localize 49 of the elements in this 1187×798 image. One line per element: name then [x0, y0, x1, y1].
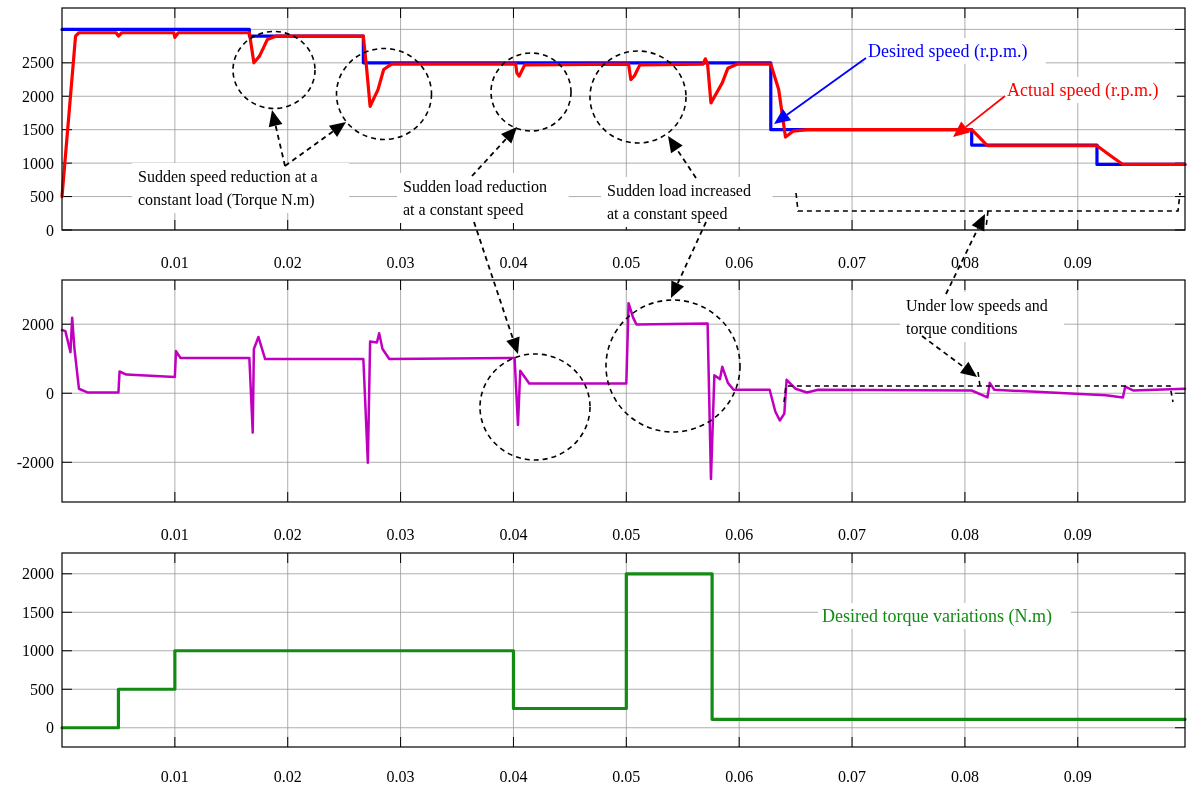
y-tick-label: 1500 [22, 603, 54, 621]
x-tick-label: 0.03 [386, 526, 415, 543]
y-tick-label: 500 [30, 188, 54, 206]
x-tick-label: 0.04 [499, 768, 528, 785]
y-tick-label: 2000 [22, 87, 54, 105]
y-tick-label: 1000 [22, 154, 54, 172]
x-tick-label: 0.05 [612, 768, 641, 785]
x-tick-label: 0.02 [273, 768, 302, 785]
x-tick-label: 0.07 [838, 526, 867, 543]
x-tick-label: 0.01 [160, 526, 189, 543]
y-tick-label: 1000 [22, 642, 54, 660]
x-tick-label: 0.07 [838, 768, 867, 785]
y-tick-label: 2500 [22, 54, 54, 72]
y-tick-label: -2000 [16, 453, 54, 471]
x-tick-label: 0.09 [1063, 254, 1092, 271]
x-tick-label: 0.09 [1063, 768, 1092, 785]
x-tick-label: 0.04 [499, 526, 528, 543]
x-tick-label: 0.03 [386, 254, 415, 271]
x-tick-label: 0.08 [950, 254, 979, 271]
y-tick-label: 0 [46, 384, 54, 402]
annotation: Sudden load reduction at a constant speed [403, 177, 547, 219]
annotation: Under low speeds and torque conditions [906, 296, 1048, 338]
x-tick-label: 0.09 [1063, 526, 1092, 543]
y-tick-label: 2000 [22, 315, 54, 333]
y-tick-label: 1500 [22, 121, 54, 139]
x-tick-label: 0.08 [950, 526, 979, 543]
x-tick-label: 0.08 [950, 768, 979, 785]
y-tick-label: 2000 [22, 565, 54, 583]
x-tick-label: 0.07 [838, 254, 867, 271]
text: Desired speed (r.p.m.) [868, 41, 1028, 63]
annotation: Sudden speed reduction at a constant load (Torque N.m) [138, 167, 318, 209]
x-tick-label: 0.06 [725, 254, 754, 271]
text: Desired torque variations (N.m) [822, 606, 1052, 628]
annotation: Sudden load increased at a constant speed [607, 181, 751, 223]
x-tick-label: 0.05 [612, 254, 641, 271]
x-tick-label: 0.01 [160, 254, 189, 271]
x-tick-label: 0.04 [499, 254, 528, 271]
x-tick-label: 0.03 [386, 768, 415, 785]
x-tick-label: 0.02 [273, 526, 302, 543]
y-tick-label: 0 [46, 221, 54, 239]
x-tick-label: 0.02 [273, 254, 302, 271]
y-tick-label: 0 [46, 719, 54, 737]
text: Actual speed (r.p.m.) [1007, 80, 1159, 102]
x-tick-label: 0.06 [725, 526, 754, 543]
x-tick-label: 0.05 [612, 526, 641, 543]
y-tick-label: 500 [30, 680, 54, 698]
line-series [60, 301, 1187, 481]
x-tick-label: 0.06 [725, 768, 754, 785]
x-tick-label: 0.01 [160, 768, 189, 785]
